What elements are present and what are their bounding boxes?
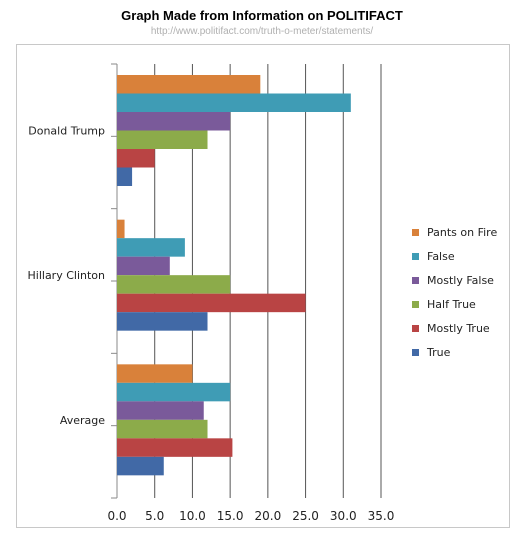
x-tick-label: 30.0: [330, 509, 357, 523]
bar: [117, 93, 351, 112]
legend-item: True: [412, 340, 497, 364]
bar: [117, 112, 231, 131]
bar: [117, 364, 193, 383]
bar: [117, 382, 231, 402]
legend-swatch: [412, 228, 419, 236]
legend-swatch: [412, 276, 419, 284]
legend-item: False: [412, 244, 497, 268]
bar: [117, 312, 208, 331]
bar: [117, 130, 208, 149]
bar: [117, 167, 133, 186]
legend-label: Pants on Fire: [427, 225, 498, 239]
chart-title: Graph Made from Information on POLITIFAC…: [121, 8, 403, 23]
y-category-label: Donald Trump: [28, 125, 105, 138]
bar: [117, 438, 233, 457]
x-tick-label: 25.0: [292, 509, 319, 523]
bar: [117, 456, 164, 476]
legend: Pants on Fire False Mostly False Half True M…: [412, 220, 497, 364]
chart-subtitle: http://www.politifact.com/truth-o-meter/…: [150, 26, 374, 37]
legend-label: False: [427, 249, 455, 263]
y-category-label: Average: [60, 414, 105, 427]
x-tick-label: 5.0: [145, 509, 164, 523]
legend-label: Mostly False: [427, 273, 494, 287]
legend-label: True: [427, 345, 451, 359]
bar: [117, 256, 170, 276]
legend-swatch: [412, 300, 419, 308]
legend-item: Half True: [412, 292, 497, 316]
x-tick-label: 15.0: [217, 509, 244, 523]
legend-swatch: [412, 252, 419, 260]
legend-swatch: [412, 348, 419, 356]
bar: [117, 75, 261, 94]
x-tick-label: 20.0: [254, 509, 281, 523]
chart-frame: [16, 44, 510, 528]
x-tick-label: 10.0: [179, 509, 206, 523]
bar: [117, 149, 155, 168]
legend-item: Pants on Fire: [412, 220, 497, 244]
y-category-label: Hillary Clinton: [28, 269, 106, 282]
bar: [117, 238, 185, 257]
bar: [117, 293, 306, 313]
bar: [117, 401, 204, 420]
legend-label: Mostly True: [427, 321, 490, 335]
bar: [117, 275, 231, 294]
x-tick-label: 0.0: [107, 509, 126, 523]
legend-item: Mostly False: [412, 268, 497, 292]
bar: [117, 219, 125, 239]
x-tick-label: 35.0: [368, 509, 395, 523]
legend-label: Half True: [427, 297, 476, 311]
legend-swatch: [412, 324, 419, 332]
legend-item: Mostly True: [412, 316, 497, 340]
bar: [117, 419, 208, 439]
